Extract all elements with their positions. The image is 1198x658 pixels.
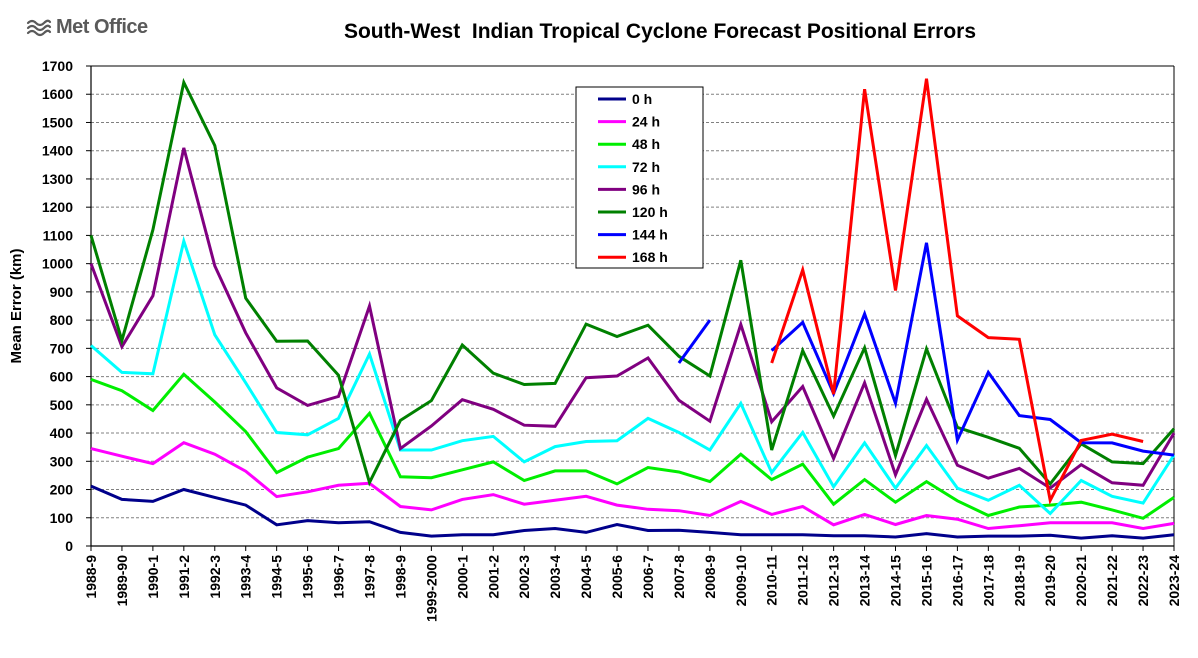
y-tick-label: 400: [50, 425, 74, 441]
x-tick-label: 2016-17: [949, 555, 965, 607]
x-tick-label: 2014-15: [888, 555, 904, 607]
x-tick-label: 1993-4: [238, 555, 254, 599]
legend-label: 72 h: [632, 159, 660, 175]
x-tick-label: 2005-6: [609, 555, 625, 599]
y-tick-label: 1300: [42, 171, 73, 187]
x-tick-label: 2015-16: [918, 555, 934, 607]
met-office-logo: Met Office: [26, 16, 148, 39]
x-tick-label: 1994-5: [269, 555, 285, 599]
y-tick-label: 900: [50, 284, 74, 300]
y-tick-label: 500: [50, 397, 74, 413]
series-line-72h: [90, 235, 1176, 516]
x-tick-label: 2017-18: [980, 555, 996, 607]
x-tick-label: 1999-2000: [423, 555, 439, 622]
y-tick-label: 0: [65, 538, 73, 554]
y-tick-label: 1100: [43, 227, 74, 243]
legend-label: 0 h: [632, 91, 652, 107]
x-tick-label: 1990-1: [145, 555, 161, 599]
x-tick-label: 1998-9: [392, 555, 408, 599]
chart-title: South-West Indian Tropical Cyclone Forec…: [343, 20, 977, 43]
legend-label: 168 h: [632, 249, 668, 265]
x-tick-label: 1989-90: [114, 555, 130, 607]
series-line-48h: [90, 372, 1175, 520]
x-tick-label: 1992-3: [207, 555, 223, 599]
x-tick-label: 1988-9: [83, 555, 99, 599]
legend-label: 144 h: [632, 227, 668, 243]
legend-label: 48 h: [632, 136, 660, 152]
x-tick-label: 1991-2: [176, 555, 192, 599]
x-tick-label: 2003-4: [547, 555, 563, 599]
series-line-144h: [770, 242, 1175, 457]
legend-label: 96 h: [632, 181, 660, 197]
y-tick-label: 100: [50, 510, 74, 526]
x-tick-label: 2009-10: [733, 555, 749, 607]
x-tick-label: 2022-23: [1135, 555, 1151, 607]
x-tick-label: 1997-8: [361, 555, 377, 599]
series-line-24h: [90, 441, 1175, 531]
x-tick-label: 2010-11: [764, 555, 780, 606]
series-line-120h: [89, 77, 1176, 487]
y-tick-label: 1600: [42, 86, 73, 102]
y-tick-label: 700: [50, 340, 74, 356]
legend-box: [575, 86, 704, 269]
x-tick-label: 2001-2: [485, 555, 501, 599]
y-tick-label: 300: [50, 453, 74, 469]
x-tick-label: 2002-3: [516, 555, 532, 599]
x-tick-label: 2013-14: [857, 555, 873, 607]
series-line-168h: [770, 78, 1144, 505]
x-tick-label: 2004-5: [578, 555, 594, 599]
x-tick-label: 1995-6: [300, 555, 316, 599]
x-tick-label: 2000-1: [454, 555, 470, 599]
y-tick-label: 1200: [42, 199, 73, 215]
y-axis-label: Mean Error (km): [8, 248, 25, 363]
series-line-0h: [90, 484, 1175, 540]
legend-label: 120 h: [632, 204, 668, 220]
x-tick-label: 2021-22: [1104, 555, 1120, 607]
x-tick-label: 2011-12: [795, 555, 811, 606]
x-tick-label: 2018-19: [1011, 555, 1027, 607]
x-tick-label: 2006-7: [640, 555, 656, 599]
y-tick-label: 1400: [42, 143, 73, 159]
logo-text: Met Office: [56, 16, 148, 38]
y-tick-label: 800: [50, 312, 74, 328]
x-tick-label: 2019-20: [1042, 555, 1058, 607]
x-tick-label: 2007-8: [671, 555, 687, 599]
series-line-96h: [89, 147, 1176, 490]
x-tick-label: 2020-21: [1073, 555, 1089, 607]
y-tick-label: 200: [50, 482, 74, 498]
x-tick-label: 1996-7: [331, 555, 347, 599]
x-tick-label: 2012-13: [826, 555, 842, 607]
series-line-144h: [677, 319, 712, 364]
y-tick-label: 1700: [42, 58, 73, 74]
x-tick-label: 2008-9: [702, 555, 718, 599]
met-office-logo-icon: [26, 19, 52, 36]
legend-label: 24 h: [632, 114, 660, 130]
y-tick-label: 1000: [42, 256, 73, 272]
y-tick-label: 600: [50, 369, 74, 385]
y-tick-label: 1500: [42, 114, 73, 130]
x-tick-label: 2023-24: [1166, 555, 1182, 607]
